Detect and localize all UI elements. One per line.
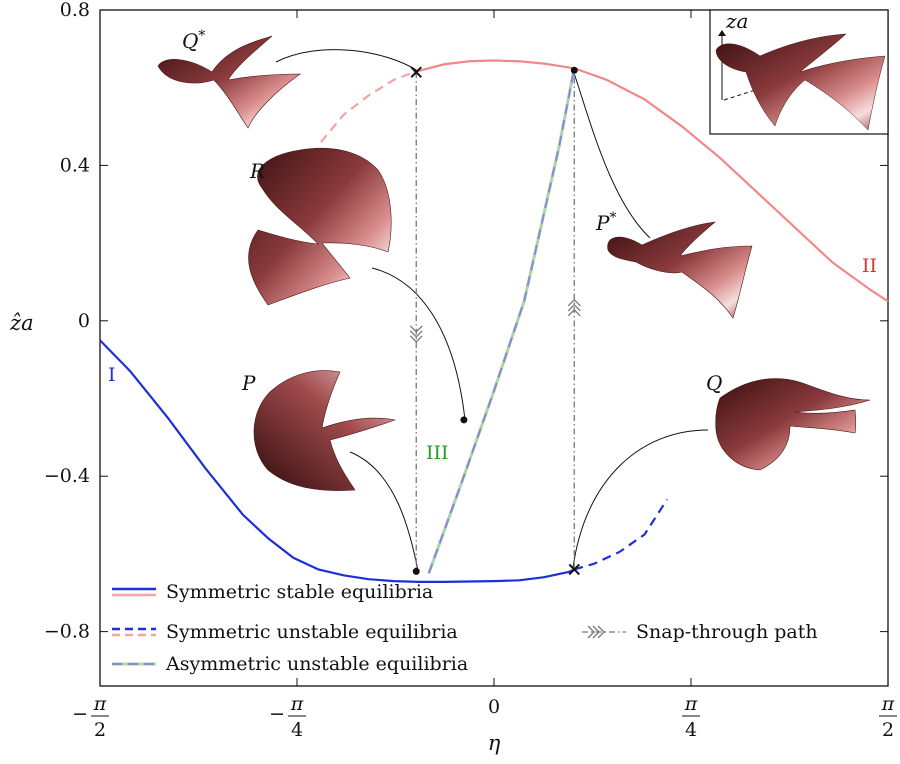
x-tick-sign: − bbox=[269, 703, 285, 725]
x-marker bbox=[568, 563, 580, 576]
x-tick-numerator: π bbox=[684, 693, 698, 715]
snap-through-arrow bbox=[567, 303, 581, 312]
branch-label: II bbox=[862, 255, 877, 277]
shape-label: P bbox=[241, 371, 256, 395]
inset-label: za bbox=[725, 9, 748, 33]
snap-through-paths bbox=[409, 70, 581, 572]
branch-label: III bbox=[426, 442, 449, 464]
branch-label: I bbox=[108, 364, 116, 386]
shape-label: Q* bbox=[182, 28, 205, 53]
shape-illustration-p-star bbox=[607, 221, 753, 319]
shape-illustration-r bbox=[248, 147, 392, 306]
shape-connector bbox=[349, 451, 419, 572]
snap-through-arrow bbox=[567, 308, 581, 317]
x-tick-numerator: π bbox=[881, 693, 895, 715]
series-line-asymmetric bbox=[427, 68, 576, 574]
legend-entry-label: Snap-through path bbox=[636, 621, 818, 643]
x-tick-denominator: 4 bbox=[685, 719, 697, 741]
series-line bbox=[320, 71, 415, 143]
dot-marker bbox=[460, 416, 468, 424]
x-tick-denominator: 4 bbox=[291, 719, 303, 741]
snap-through-arrow bbox=[567, 298, 581, 307]
inset: za bbox=[709, 9, 889, 135]
x-tick-label: 0 bbox=[488, 696, 500, 718]
shape-illustration-q-star bbox=[157, 35, 301, 129]
x-marker bbox=[410, 66, 422, 78]
shape-illustration-q bbox=[715, 378, 871, 471]
series-line bbox=[413, 59, 889, 303]
x-tick-denominator: 2 bbox=[94, 719, 106, 741]
legend-entry-label: Symmetric unstable equilibria bbox=[166, 621, 458, 643]
shape-label: Q bbox=[706, 371, 722, 395]
legend-entry-label: Asymmetric unstable equilibria bbox=[165, 653, 468, 675]
shape-label: P* bbox=[595, 210, 616, 235]
y-tick-label: −0.4 bbox=[44, 465, 90, 487]
shape-connector bbox=[572, 429, 709, 569]
x-tick-numerator: π bbox=[93, 693, 107, 715]
dot-marker bbox=[570, 66, 578, 74]
snap-through-arrow bbox=[409, 325, 423, 333]
legend-entry-label: Symmetric stable equilibria bbox=[166, 581, 433, 603]
series-line-asymmetric-base bbox=[427, 67, 576, 574]
equilibrium-markers bbox=[410, 66, 580, 576]
x-tick-denominator: 2 bbox=[882, 719, 894, 741]
shape-illustration-p bbox=[253, 370, 397, 491]
snap-through-arrow bbox=[409, 335, 423, 343]
legend: Symmetric stable equilibria Symmetric uns… bbox=[112, 581, 818, 675]
y-tick-labels: 0.8 0.4 0 −0.4 −0.8 bbox=[44, 0, 90, 643]
dot-marker bbox=[412, 567, 420, 575]
shape-connector bbox=[275, 49, 419, 72]
x-tick-numerator: π bbox=[290, 693, 304, 715]
series-lines bbox=[99, 59, 889, 583]
shape-label: R bbox=[249, 159, 265, 183]
legend-swatch-arrow bbox=[592, 625, 600, 639]
y-tick-label: 0 bbox=[78, 310, 90, 332]
y-tick-label: 0.8 bbox=[60, 0, 90, 21]
x-tick-sign: − bbox=[72, 703, 88, 725]
shape-connector bbox=[371, 267, 466, 421]
y-tick-label: −0.8 bbox=[44, 621, 90, 643]
shape-connectors bbox=[275, 49, 709, 572]
series-line bbox=[99, 339, 575, 583]
y-axis-label: ẑa bbox=[9, 311, 34, 335]
legend-swatch-arrow bbox=[587, 625, 595, 639]
y-tick-label: 0.4 bbox=[60, 154, 90, 176]
shape-connector bbox=[572, 69, 651, 239]
legend-swatch-arrow bbox=[597, 625, 605, 639]
snap-through-arrow bbox=[409, 330, 423, 338]
series-line bbox=[573, 498, 668, 571]
x-axis-label: η bbox=[488, 731, 501, 755]
